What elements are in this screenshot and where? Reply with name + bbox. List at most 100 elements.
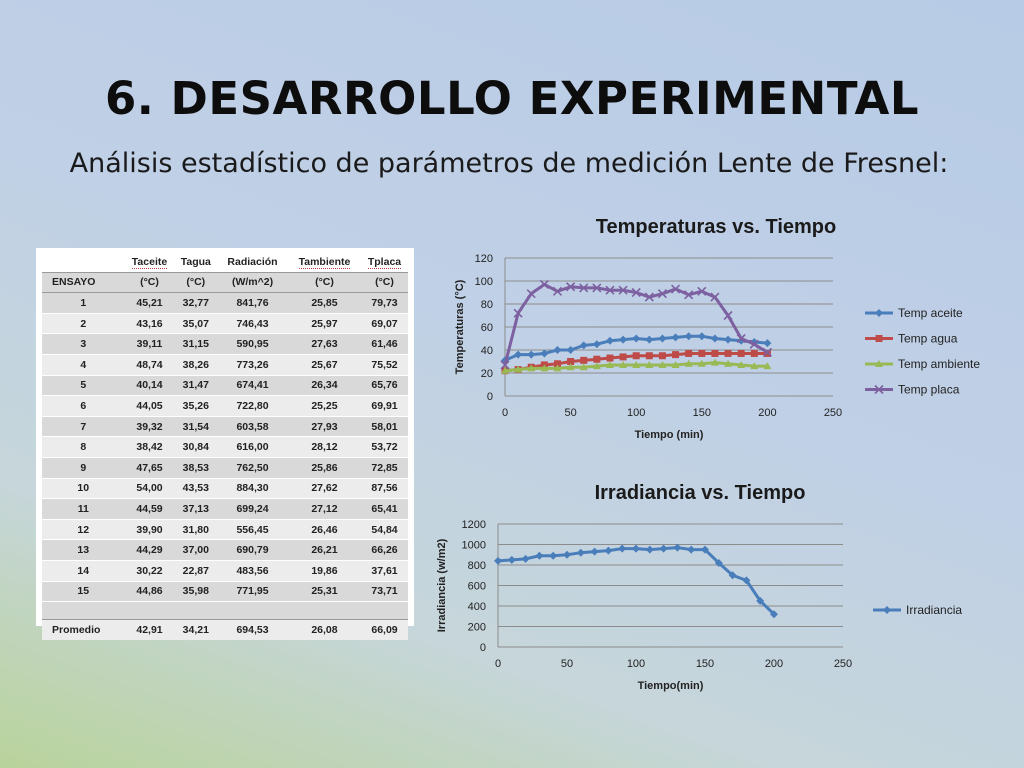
data-point bbox=[632, 352, 640, 360]
table-cell: 37,00 bbox=[174, 539, 218, 561]
table-spacer-row bbox=[42, 601, 408, 620]
table-row: 11 44,59 37,13 699,24 27,12 65,41 bbox=[42, 498, 408, 520]
table-row: 5 40,14 31,47 674,41 26,34 65,76 bbox=[42, 375, 408, 397]
data-point bbox=[553, 360, 561, 368]
data-point bbox=[526, 289, 536, 299]
table-cell: 54,00 bbox=[124, 478, 175, 500]
table-cell: 25,97 bbox=[287, 313, 361, 335]
y-tick-label: 400 bbox=[468, 601, 486, 613]
table-cell: 75,52 bbox=[361, 354, 408, 376]
data-point bbox=[563, 550, 571, 559]
data-point bbox=[763, 349, 771, 357]
table-header-cell: Radiación bbox=[217, 252, 288, 273]
table-cell: 722,80 bbox=[217, 395, 288, 417]
table-cell: 31,54 bbox=[174, 416, 218, 438]
data-point bbox=[535, 551, 544, 560]
table-units-cell: (°C) bbox=[124, 271, 175, 294]
table-cell: 25,85 bbox=[287, 292, 361, 314]
table-cell: 43,53 bbox=[174, 478, 218, 500]
table-header-cell: Tplaca bbox=[361, 252, 408, 273]
table-spacer-cell bbox=[361, 601, 408, 620]
table-row: 15 44,86 35,98 771,95 25,31 73,71 bbox=[42, 581, 408, 603]
data-point bbox=[763, 362, 772, 370]
table-header-cell: Taceite bbox=[124, 252, 175, 273]
table-cell: 30,22 bbox=[124, 560, 175, 582]
data-point bbox=[632, 334, 641, 343]
irradiance-chart: Irradiancia vs. Tiempo020040060080010001… bbox=[436, 482, 962, 692]
y-tick-label: 0 bbox=[480, 642, 486, 654]
table-cell: 58,01 bbox=[361, 416, 408, 438]
table-cell: 603,58 bbox=[217, 416, 288, 438]
data-point bbox=[763, 339, 772, 348]
table-cell: 11 bbox=[42, 498, 125, 520]
data-point bbox=[618, 544, 627, 553]
table-row: 2 43,16 35,07 746,43 25,97 69,07 bbox=[42, 313, 408, 335]
table-cell: 27,63 bbox=[287, 333, 361, 355]
table-cell: 4 bbox=[42, 354, 125, 376]
data-point bbox=[567, 358, 575, 365]
table-cell: 19,86 bbox=[287, 560, 361, 582]
table-average-row: Promedio 42,91 34,21 694,53 26,08 66,09 bbox=[42, 619, 408, 640]
table-cell: 47,65 bbox=[124, 457, 175, 479]
data-point bbox=[507, 555, 516, 564]
legend-marker bbox=[875, 360, 883, 367]
data-point bbox=[672, 351, 680, 359]
data-point bbox=[750, 362, 759, 370]
table-row: 13 44,29 37,00 690,79 26,21 66,26 bbox=[42, 539, 408, 561]
x-tick-label: 50 bbox=[561, 658, 573, 670]
table-cell: 26,34 bbox=[287, 375, 361, 397]
data-point bbox=[632, 544, 640, 553]
data-point bbox=[590, 547, 599, 556]
x-tick-label: 150 bbox=[696, 658, 714, 670]
data-point bbox=[632, 360, 641, 368]
table-cell: 66,26 bbox=[361, 539, 408, 561]
data-point bbox=[552, 286, 563, 296]
data-point bbox=[658, 352, 666, 360]
slide-subtitle: Análisis estadístico de parámetros de me… bbox=[69, 148, 949, 179]
x-tick-label: 0 bbox=[495, 658, 501, 670]
table-units-cell: (W/m^2) bbox=[217, 271, 288, 294]
table-cell: 54,84 bbox=[361, 519, 408, 541]
data-point bbox=[579, 341, 588, 350]
data-point bbox=[670, 284, 681, 294]
table-cell: 690,79 bbox=[217, 539, 288, 561]
table-cell: 8 bbox=[42, 436, 125, 458]
data-point bbox=[723, 310, 733, 321]
table-cell: 7 bbox=[42, 416, 125, 438]
table-cell: 2 bbox=[42, 313, 125, 335]
data-point bbox=[576, 548, 585, 557]
data-point bbox=[749, 339, 759, 349]
table-cell: 79,73 bbox=[361, 292, 408, 314]
chart-title: Irradiancia vs. Tiempo bbox=[595, 482, 806, 504]
table-cell: 26,21 bbox=[287, 539, 361, 561]
data-point bbox=[710, 334, 719, 343]
data-point bbox=[711, 349, 719, 357]
data-point bbox=[736, 333, 746, 344]
table-cell: 556,45 bbox=[217, 519, 288, 541]
data-point bbox=[619, 353, 627, 361]
table-cell: 61,46 bbox=[361, 333, 408, 355]
y-axis-label: Irradiancia (w/m2) bbox=[436, 538, 448, 632]
table-cell: 69,91 bbox=[361, 395, 408, 417]
table-cell: 746,43 bbox=[217, 313, 288, 335]
table-cell: 27,93 bbox=[287, 416, 361, 438]
table-cell: 25,25 bbox=[287, 395, 361, 417]
y-tick-label: 200 bbox=[468, 622, 486, 634]
table-row: 10 54,00 43,53 884,30 27,62 87,56 bbox=[42, 478, 408, 500]
table-row: 6 44,05 35,26 722,80 25,25 69,91 bbox=[42, 395, 408, 417]
data-point bbox=[540, 364, 549, 372]
table-header-cell: Tagua bbox=[174, 252, 218, 273]
data-point bbox=[593, 355, 601, 363]
x-tick-label: 50 bbox=[564, 407, 576, 419]
table-cell: 762,50 bbox=[217, 457, 288, 479]
data-point bbox=[673, 543, 682, 552]
series-temp-aceite bbox=[501, 332, 772, 365]
data-point bbox=[631, 287, 641, 298]
data-point bbox=[645, 545, 654, 554]
table-cell: 15 bbox=[42, 581, 125, 603]
table-cell: 9 bbox=[42, 457, 125, 479]
data-point bbox=[658, 334, 667, 343]
data-point bbox=[513, 308, 523, 318]
data-point bbox=[566, 363, 575, 371]
y-tick-label: 800 bbox=[468, 560, 486, 572]
